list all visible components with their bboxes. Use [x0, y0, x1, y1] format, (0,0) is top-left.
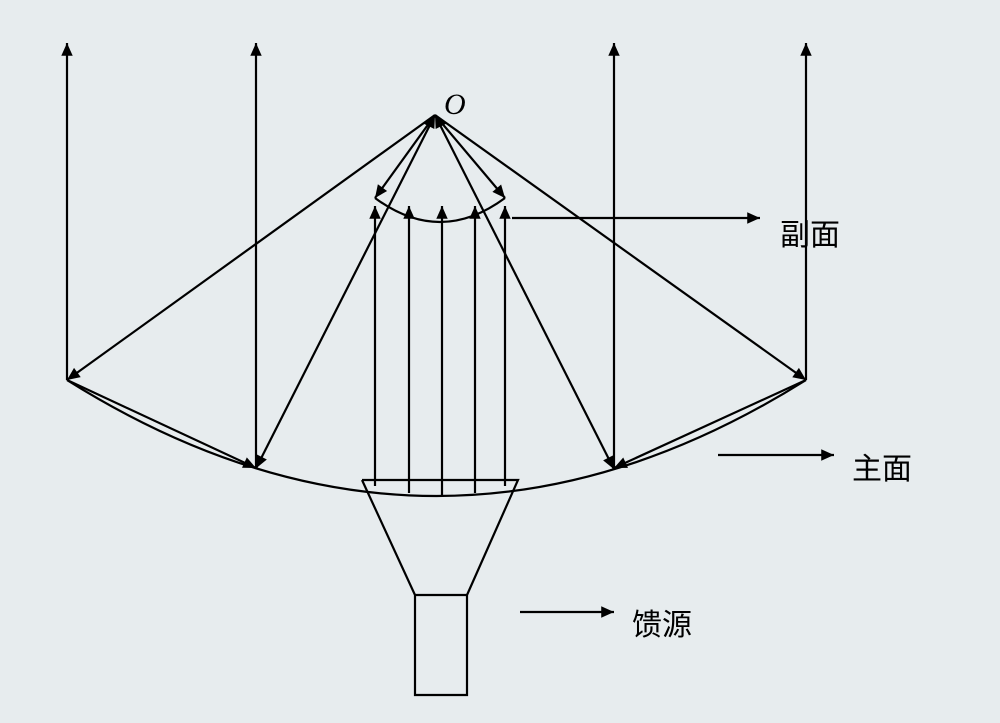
arrowhead [61, 43, 72, 56]
arrowhead [800, 43, 811, 56]
label-main-reflector: 主面 [852, 444, 912, 488]
label-subreflector: 副面 [780, 210, 840, 254]
arrowhead [821, 449, 834, 460]
ray-focus-to-right-rim [435, 115, 806, 380]
ray-focus-to-main-1 [435, 115, 614, 469]
label-focus-O: O [444, 88, 466, 122]
ray-focus-to-sub-left [375, 115, 435, 198]
arrowhead [601, 606, 614, 617]
arrowhead [747, 212, 760, 223]
arrowhead [369, 206, 380, 219]
arrowhead [792, 368, 806, 380]
ray-focus-to-left-rim [67, 115, 435, 380]
arrowhead [608, 43, 619, 56]
arrowhead [499, 206, 510, 219]
ray-rim-to-main-0 [67, 380, 256, 468]
arrowhead [67, 368, 81, 380]
arrowhead [250, 43, 261, 56]
arrowhead [375, 184, 387, 198]
diagram-svg [0, 0, 1000, 723]
arrowhead [403, 206, 414, 219]
main-reflector-curve [67, 380, 806, 496]
arrowhead [436, 206, 447, 219]
diagram-canvas: O 副面 主面 馈源 [0, 0, 1000, 723]
feed-horn-outline [362, 480, 518, 695]
label-feed-source: 馈源 [632, 600, 692, 644]
